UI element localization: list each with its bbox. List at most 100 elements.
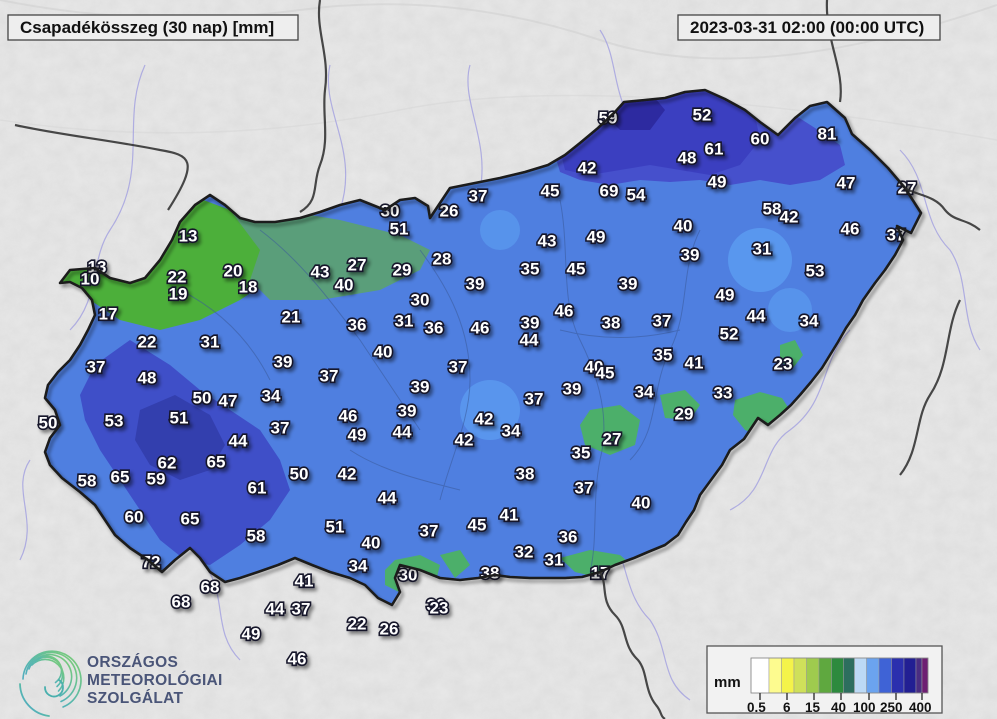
svg-text:Csapadékösszeg (30 nap) [mm]: Csapadékösszeg (30 nap) [mm] (20, 18, 274, 37)
svg-text:43: 43 (538, 231, 557, 250)
svg-text:32: 32 (515, 542, 534, 561)
svg-text:38: 38 (602, 313, 621, 332)
svg-text:61: 61 (705, 139, 724, 158)
svg-text:40: 40 (674, 216, 693, 235)
svg-text:33: 33 (714, 383, 733, 402)
svg-text:49: 49 (708, 172, 727, 191)
svg-text:69: 69 (600, 181, 619, 200)
svg-text:41: 41 (500, 505, 519, 524)
svg-text:31: 31 (545, 550, 564, 569)
svg-text:45: 45 (541, 181, 560, 200)
svg-text:43: 43 (311, 262, 330, 281)
svg-text:44: 44 (747, 306, 766, 325)
svg-text:400: 400 (909, 700, 932, 715)
svg-text:42: 42 (338, 464, 357, 483)
svg-text:27: 27 (348, 255, 367, 274)
svg-text:38: 38 (481, 563, 500, 582)
svg-text:38: 38 (516, 464, 535, 483)
svg-text:65: 65 (207, 452, 226, 471)
svg-text:18: 18 (239, 277, 258, 296)
svg-text:0.5: 0.5 (747, 700, 766, 715)
svg-text:27: 27 (603, 429, 622, 448)
svg-text:52: 52 (693, 105, 712, 124)
svg-text:51: 51 (326, 517, 345, 536)
svg-text:10: 10 (81, 269, 100, 288)
svg-text:45: 45 (596, 363, 615, 382)
svg-text:68: 68 (172, 592, 191, 611)
svg-text:53: 53 (105, 411, 124, 430)
svg-text:47: 47 (837, 173, 856, 192)
svg-text:31: 31 (395, 311, 414, 330)
svg-text:26: 26 (440, 201, 459, 220)
svg-text:59: 59 (147, 469, 166, 488)
svg-text:81: 81 (818, 124, 837, 143)
svg-text:40: 40 (362, 533, 381, 552)
svg-text:44: 44 (393, 422, 412, 441)
svg-text:19: 19 (169, 284, 188, 303)
svg-text:34: 34 (502, 421, 521, 440)
svg-text:28: 28 (433, 249, 452, 268)
svg-text:51: 51 (390, 219, 409, 238)
svg-text:2023-03-31 02:00 (00:00 UTC): 2023-03-31 02:00 (00:00 UTC) (690, 18, 924, 37)
svg-text:50: 50 (193, 388, 212, 407)
svg-text:49: 49 (587, 227, 606, 246)
svg-text:58: 58 (247, 526, 266, 545)
svg-text:23: 23 (430, 598, 449, 617)
svg-text:39: 39 (411, 377, 430, 396)
svg-text:39: 39 (619, 274, 638, 293)
svg-text:METEOROLÓGIAI: METEOROLÓGIAI (87, 671, 223, 689)
svg-text:41: 41 (295, 571, 314, 590)
svg-text:50: 50 (290, 464, 309, 483)
svg-text:36: 36 (425, 318, 444, 337)
svg-text:48: 48 (138, 368, 157, 387)
svg-text:51: 51 (170, 408, 189, 427)
svg-text:46: 46 (555, 301, 574, 320)
svg-text:45: 45 (468, 515, 487, 534)
svg-text:35: 35 (654, 345, 673, 364)
svg-text:44: 44 (520, 330, 539, 349)
svg-text:44: 44 (266, 599, 285, 618)
svg-text:29: 29 (675, 404, 694, 423)
svg-text:250: 250 (880, 700, 903, 715)
svg-text:52: 52 (720, 324, 739, 343)
svg-text:65: 65 (111, 467, 130, 486)
svg-text:46: 46 (471, 318, 490, 337)
svg-text:44: 44 (229, 431, 248, 450)
svg-text:37: 37 (653, 311, 672, 330)
svg-text:ORSZÁGOS: ORSZÁGOS (87, 654, 178, 671)
svg-text:30: 30 (381, 201, 400, 220)
svg-text:6: 6 (783, 700, 791, 715)
svg-text:46: 46 (339, 406, 358, 425)
svg-text:31: 31 (201, 332, 220, 351)
svg-text:49: 49 (242, 624, 261, 643)
svg-text:54: 54 (627, 185, 646, 204)
svg-text:34: 34 (262, 386, 281, 405)
svg-text:42: 42 (780, 207, 799, 226)
svg-text:37: 37 (525, 389, 544, 408)
svg-text:34: 34 (800, 311, 819, 330)
svg-text:SZOLGÁLAT: SZOLGÁLAT (87, 690, 183, 707)
svg-text:34: 34 (349, 556, 368, 575)
svg-text:35: 35 (572, 443, 591, 462)
svg-text:31: 31 (753, 239, 772, 258)
svg-text:40: 40 (632, 493, 651, 512)
svg-text:36: 36 (348, 315, 367, 334)
svg-text:42: 42 (455, 430, 474, 449)
svg-text:37: 37 (469, 186, 488, 205)
svg-text:37: 37 (420, 521, 439, 540)
svg-text:36: 36 (559, 527, 578, 546)
svg-text:46: 46 (841, 219, 860, 238)
svg-text:50: 50 (39, 413, 58, 432)
svg-text:21: 21 (282, 307, 301, 326)
svg-text:39: 39 (466, 274, 485, 293)
svg-text:30: 30 (411, 290, 430, 309)
svg-text:26: 26 (380, 619, 399, 638)
svg-text:17: 17 (99, 304, 118, 323)
svg-text:42: 42 (578, 158, 597, 177)
svg-text:46: 46 (288, 649, 307, 668)
svg-text:39: 39 (274, 352, 293, 371)
svg-text:37: 37 (87, 357, 106, 376)
svg-text:47: 47 (219, 391, 238, 410)
svg-text:15: 15 (805, 700, 821, 715)
svg-text:61: 61 (248, 478, 267, 497)
